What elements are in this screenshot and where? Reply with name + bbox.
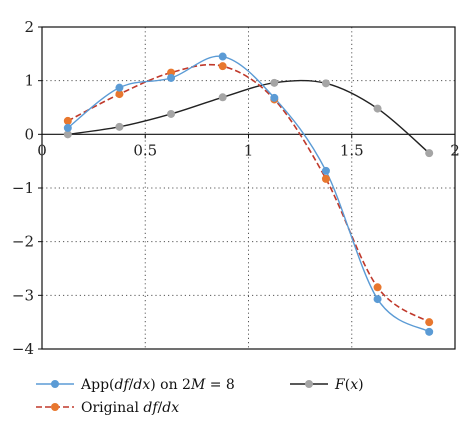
data-point-approx — [321, 166, 330, 175]
legend-label: Original df/dx — [81, 400, 179, 416]
data-point-F — [167, 109, 176, 118]
y-tick-label: 0 — [24, 125, 34, 143]
data-point-approx — [115, 83, 124, 92]
y-tick-label: −2 — [12, 233, 34, 251]
data-point-approx — [373, 295, 382, 304]
data-point-approx — [167, 73, 176, 82]
y-tick-label: 2 — [24, 18, 34, 36]
data-point-F — [270, 78, 279, 87]
series-lines — [67, 55, 430, 333]
data-point-F — [321, 79, 330, 88]
x-axis-ticks: 0 0.5 1 1.5 2 — [37, 134, 460, 159]
legend-label: F(x) — [334, 377, 364, 393]
x-tick-label: 2 — [450, 141, 460, 159]
legend-marker-swatch — [51, 380, 59, 388]
legend-item-approx: App(df/dx) on 2M = 8 — [36, 377, 235, 393]
x-tick-label: 0 — [37, 141, 47, 159]
legend-label: App(df/dx) on 2M = 8 — [80, 377, 235, 393]
legend-marker-swatch — [305, 380, 313, 388]
legend: App(df/dx) on 2M = 8 F(x) Original df/dx — [36, 377, 364, 416]
y-tick-label: 1 — [24, 72, 34, 90]
legend-item-F: F(x) — [290, 377, 364, 393]
data-point-original — [63, 116, 72, 125]
data-point-approx — [63, 123, 72, 132]
y-tick-label: −3 — [12, 286, 34, 304]
data-point-original — [425, 318, 434, 327]
data-point-F — [373, 104, 382, 113]
grid — [42, 27, 455, 349]
data-point-approx — [270, 93, 279, 102]
series-markers — [63, 52, 434, 336]
series-line-original — [67, 63, 430, 323]
data-point-approx — [218, 52, 227, 61]
data-point-F — [425, 149, 434, 158]
x-tick-label: 1 — [244, 141, 254, 159]
data-point-original — [115, 90, 124, 99]
series-line-approx — [67, 55, 430, 333]
data-point-F — [115, 122, 124, 131]
y-tick-label: −1 — [12, 179, 34, 197]
data-point-F — [218, 93, 227, 102]
data-point-approx — [425, 327, 434, 336]
legend-marker-swatch — [51, 403, 59, 411]
x-tick-label: 1.5 — [340, 141, 364, 159]
data-point-original — [321, 174, 330, 183]
data-point-original — [373, 283, 382, 292]
data-point-original — [218, 62, 227, 71]
y-tick-label: −4 — [12, 340, 34, 358]
data-point-F — [63, 130, 72, 139]
x-tick-label: 0.5 — [133, 141, 157, 159]
legend-item-original: Original df/dx — [36, 400, 179, 416]
y-axis-ticks: −4 −3 −2 −1 0 1 2 — [12, 18, 42, 358]
